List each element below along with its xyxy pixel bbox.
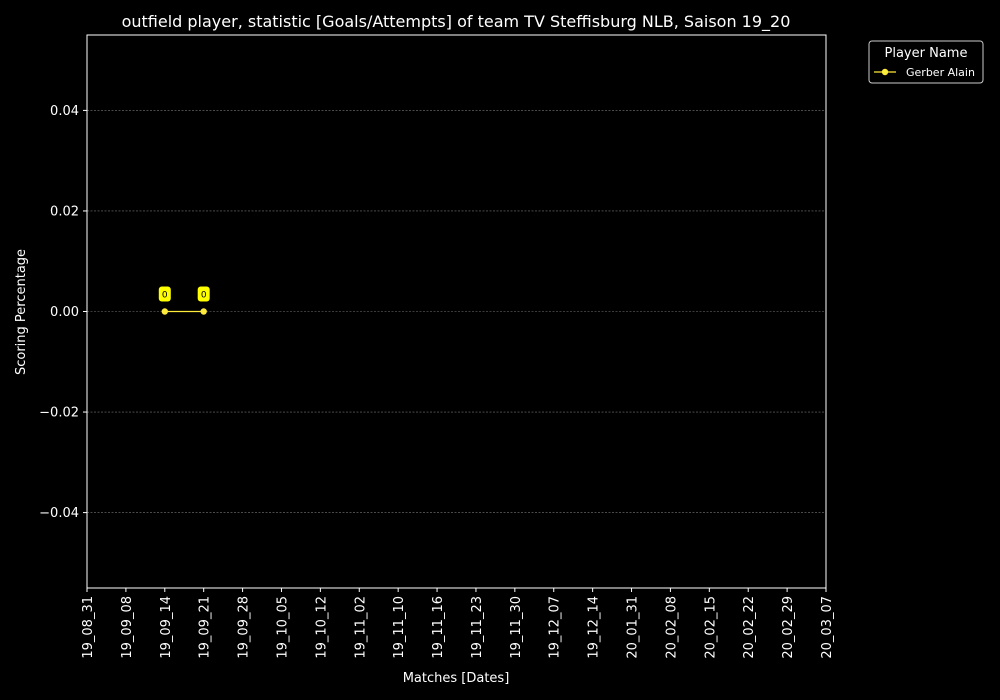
- data-label-box: [158, 286, 171, 302]
- x-tick-label: 19_09_21: [198, 596, 213, 659]
- x-tick-label: 20_02_22: [742, 596, 757, 659]
- x-tick-label: 20_02_29: [781, 596, 796, 659]
- y-tick-label: 0.00: [50, 305, 79, 320]
- x-tick-label: 19_11_23: [470, 596, 485, 659]
- legend[interactable]: Player Name Gerber Alain: [868, 40, 984, 84]
- y-tick-label: 0.02: [50, 204, 79, 219]
- x-tick-label: 20_02_08: [664, 596, 679, 659]
- legend-entry-label: Gerber Alain: [906, 66, 975, 79]
- x-tick-label: 19_09_14: [159, 596, 174, 659]
- x-axis-label: Matches [Dates]: [403, 671, 510, 686]
- x-tick-label: 19_08_31: [81, 596, 96, 659]
- y-axis-label: Scoring Percentage: [14, 249, 29, 375]
- x-tick-label: 20_02_15: [703, 596, 718, 659]
- x-tick-label: 20_03_07: [820, 596, 835, 659]
- data-label: 0: [162, 291, 168, 301]
- x-axis: 19_08_31 19_09_08 19_09_14 19_09_21 19_09_28…: [81, 588, 835, 659]
- legend-point-marker: [881, 68, 889, 76]
- legend-box: [868, 40, 984, 84]
- legend-title: Player Name: [885, 46, 968, 61]
- x-tick-label: 19_09_28: [237, 596, 252, 659]
- data-point[interactable]: [161, 308, 168, 315]
- y-tick-label: −0.02: [39, 406, 79, 421]
- x-tick-label: 19_11_30: [509, 596, 524, 659]
- data-label-box: [197, 286, 210, 302]
- x-tick-label: 19_10_12: [314, 596, 329, 659]
- x-tick-label: 19_11_16: [431, 596, 446, 659]
- x-tick-label: 19_11_10: [392, 596, 407, 659]
- x-tick-label: 20_01_31: [626, 596, 641, 659]
- data-label: 0: [201, 291, 207, 301]
- grid-lines: [87, 110, 826, 513]
- x-tick-label: 19_11_02: [353, 596, 368, 659]
- y-tick-label: −0.04: [39, 506, 79, 521]
- data-point[interactable]: [200, 308, 207, 315]
- x-tick-label: 19_12_14: [587, 596, 602, 659]
- x-tick-label: 19_12_07: [548, 596, 563, 659]
- x-tick-label: 19_10_05: [275, 596, 290, 659]
- y-axis: 0.04 0.02 0.00 −0.02 −0.04: [39, 104, 87, 521]
- chart-title: outfield player, statistic [Goals/Attemp…: [122, 12, 791, 32]
- x-tick-label: 19_09_08: [120, 596, 135, 659]
- y-tick-label: 0.04: [50, 104, 79, 119]
